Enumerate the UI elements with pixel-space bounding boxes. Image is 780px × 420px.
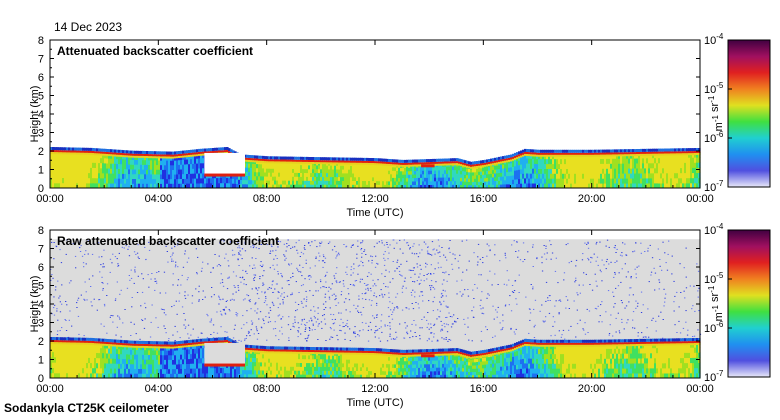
colorbar-tick-label: 10-4 [704, 222, 724, 237]
y-tick-label: 6 [38, 72, 44, 84]
panel-2: 0 1 2 3 4 5 6 7 8 00:00 04:00 08:00 12:00 16:00 20:00 0… [29, 222, 771, 409]
colorbar-tick-label: 10-5 [704, 81, 724, 96]
backscatter-field [50, 337, 701, 379]
colorbar-title: m-1 sr-1 [707, 95, 725, 131]
y-tick-label: 1 [38, 355, 44, 367]
clear-gap-1 [204, 342, 245, 366]
instrument-label: Sodankyla CT25K ceilometer [4, 401, 169, 415]
x-axis-title: Time (UTC) [346, 397, 403, 409]
colorbar [727, 39, 771, 188]
y-tick-label: 6 [38, 262, 44, 274]
y-tick-label: 0 [38, 183, 44, 195]
y-tick-label: 7 [38, 54, 44, 66]
x-tick-label: 00:00 [36, 193, 64, 205]
x-tick-label: 04:00 [145, 193, 173, 205]
x-tick-label: 04:00 [145, 383, 173, 395]
colorbar-tick-label: 10-7 [704, 369, 724, 384]
x-tick-label: 12:00 [361, 193, 389, 205]
y-tick-label: 4 [38, 109, 44, 121]
colorbar-title: m-1 sr-1 [707, 285, 725, 321]
colorbar-tick-label: 10-4 [704, 32, 724, 47]
colorbar-tick-label: 10-7 [704, 179, 724, 194]
x-tick-label: 16:00 [470, 193, 498, 205]
x-tick-label: 08:00 [253, 383, 281, 395]
low-cloud-1 [204, 173, 245, 177]
clear-gap-1 [204, 152, 245, 176]
y-tick-label: 3 [38, 128, 44, 140]
x-tick-label: 20:00 [578, 383, 606, 395]
low-cloud-1 [204, 363, 245, 367]
x-tick-label: 00:00 [686, 383, 714, 395]
y-tick-label: 4 [38, 299, 44, 311]
x-tick-label: 08:00 [253, 193, 281, 205]
y-axis-title: Height (km) [29, 86, 41, 143]
low-cloud-2 [421, 164, 435, 168]
y-axis-title: Height (km) [29, 276, 41, 333]
backscatter-field [50, 147, 701, 189]
date-label: 14 Dec 2023 [54, 20, 123, 34]
colorbar-tick-label: 10-5 [704, 271, 724, 286]
panel-title: Attenuated backscatter coefficient [57, 44, 253, 58]
y-tick-label: 3 [38, 318, 44, 330]
y-tick-label: 2 [38, 146, 44, 158]
x-tick-label: 20:00 [578, 193, 606, 205]
x-tick-label: 00:00 [686, 193, 714, 205]
noise-speckle [50, 239, 702, 342]
panel-title: Raw attenuated backscatter coefficient [57, 234, 279, 248]
panel-1: 0 1 2 3 4 5 6 7 8 00:00 04:00 08:00 12:00 16:00 20:00 0… [29, 32, 771, 219]
y-tick-label: 7 [38, 244, 44, 256]
y-tick-label: 8 [38, 35, 44, 47]
y-tick-label: 8 [38, 225, 44, 237]
x-tick-label: 00:00 [36, 383, 64, 395]
low-cloud-2 [421, 354, 435, 358]
y-tick-label: 5 [38, 281, 44, 293]
colorbar [727, 229, 771, 378]
y-tick-label: 1 [38, 165, 44, 177]
x-tick-label: 16:00 [470, 383, 498, 395]
x-tick-label: 12:00 [361, 383, 389, 395]
y-tick-label: 2 [38, 336, 44, 348]
y-tick-label: 0 [38, 373, 44, 385]
x-axis-title: Time (UTC) [346, 207, 403, 219]
y-tick-label: 5 [38, 91, 44, 103]
